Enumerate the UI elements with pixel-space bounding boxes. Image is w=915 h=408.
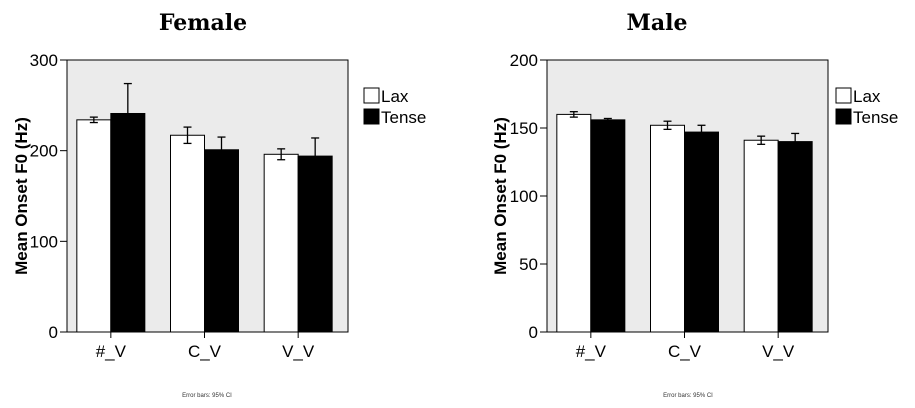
female-bar-lax-3 xyxy=(263,153,299,333)
female-legend-swatch-tense xyxy=(363,108,380,125)
male-x-tick-label: V_V xyxy=(762,342,795,361)
female-chart-title: Female xyxy=(159,10,247,36)
male-legend-swatch-tense xyxy=(835,108,852,125)
female-footnote: Error bars: 95% CI xyxy=(182,393,232,399)
male-legend-label-tense: Tense xyxy=(853,108,898,127)
female-bars xyxy=(76,82,333,333)
female-bar-lax-2 xyxy=(170,134,205,333)
female-bar-tense-2 xyxy=(204,149,239,333)
male-y-axis: 0 50 100 150 200 xyxy=(510,51,547,342)
male-x-axis: #_V C_V V_V xyxy=(576,332,795,361)
female-x-tick-label: V_V xyxy=(282,342,315,361)
male-x-tick-label: #_V xyxy=(576,342,607,361)
female-legend-label-tense: Tense xyxy=(381,108,426,127)
male-bar-lax-1 xyxy=(556,113,592,333)
female-y-tick-label: 200 xyxy=(30,142,58,161)
male-bar-lax-2 xyxy=(650,124,685,333)
male-legend: Lax Tense xyxy=(835,87,898,127)
male-bar-tense-2 xyxy=(684,131,719,333)
male-chart-title: Male xyxy=(627,10,688,36)
female-legend-swatch-lax xyxy=(363,87,380,104)
female-x-tick-label: C_V xyxy=(188,342,222,361)
female-legend: Lax Tense xyxy=(363,87,426,127)
female-chart-panel: Female Mean Onset F0 (Hz) 0 100 200 300 #_V… xyxy=(12,10,426,399)
female-y-tick-label: 0 xyxy=(49,323,58,342)
male-y-tick-label: 50 xyxy=(519,255,538,274)
female-y-axis-label: Mean Onset F0 (Hz) xyxy=(12,117,31,275)
male-footnote: Error bars: 95% CI xyxy=(663,393,713,399)
male-bar-lax-3 xyxy=(743,139,779,333)
male-y-axis-label: Mean Onset F0 (Hz) xyxy=(491,117,510,275)
male-bars xyxy=(556,111,813,333)
male-x-tick-label: C_V xyxy=(668,342,702,361)
female-bar-lax-1 xyxy=(76,119,112,333)
male-chart-panel: Male Mean Onset F0 (Hz) 0 50 100 150 200 #_V… xyxy=(491,10,898,399)
male-y-tick-label: 200 xyxy=(510,51,538,70)
male-y-tick-label: 0 xyxy=(529,323,538,342)
female-x-axis: #_V C_V V_V xyxy=(96,332,315,361)
male-y-tick-label: 100 xyxy=(510,187,538,206)
male-legend-label-lax: Lax xyxy=(853,87,881,106)
female-y-tick-label: 100 xyxy=(30,232,58,251)
male-legend-swatch-lax xyxy=(835,87,852,104)
female-legend-label-lax: Lax xyxy=(381,87,409,106)
female-y-tick-label: 300 xyxy=(30,51,58,70)
male-y-tick-label: 150 xyxy=(510,119,538,138)
male-bar-tense-3 xyxy=(777,141,813,333)
female-y-axis: 0 100 200 300 xyxy=(30,51,67,342)
female-x-tick-label: #_V xyxy=(96,342,127,361)
male-bar-tense-1 xyxy=(590,119,626,333)
female-bar-tense-1 xyxy=(110,112,146,333)
female-bar-tense-3 xyxy=(297,155,333,333)
